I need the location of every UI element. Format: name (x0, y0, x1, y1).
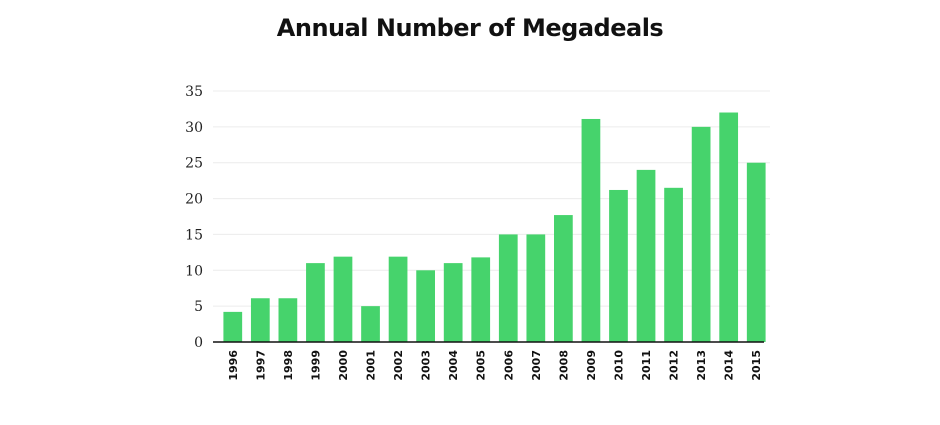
x-tick-label: 2002 (392, 350, 405, 381)
y-tick-label: 20 (185, 192, 203, 208)
bar (498, 234, 518, 342)
bar (609, 189, 628, 342)
x-tick-label: 2014 (723, 350, 736, 381)
x-tick-label: 1997 (254, 350, 267, 381)
bar (746, 162, 766, 342)
x-tick-label: 2005 (475, 350, 488, 381)
bar (333, 256, 353, 342)
x-tick-label: 1996 (227, 350, 240, 381)
bars (223, 112, 766, 343)
x-tick-label: 2001 (365, 350, 378, 381)
x-tick-label: 1998 (282, 350, 295, 381)
x-tick-label: 2007 (530, 350, 543, 381)
y-tick-label: 15 (185, 227, 203, 243)
bar (443, 263, 463, 342)
bar (388, 256, 408, 342)
bar (691, 126, 711, 342)
gridlines (213, 90, 770, 307)
y-tick-label: 35 (185, 84, 203, 100)
bar (581, 118, 601, 343)
chart-title: Annual Number of Megadeals (276, 14, 664, 42)
bar (554, 215, 573, 342)
x-tick-label: 2000 (337, 350, 350, 381)
bar (471, 257, 491, 342)
x-tick-label: 2010 (612, 350, 625, 381)
x-tick-label: 2012 (668, 350, 681, 381)
x-tick-label: 2011 (640, 350, 653, 381)
bar (278, 298, 298, 342)
x-tick-label: 2004 (447, 350, 460, 381)
x-tick-label: 1999 (309, 350, 322, 381)
bar (306, 263, 325, 342)
bar (250, 298, 270, 342)
bar (526, 234, 546, 342)
bar (664, 187, 683, 342)
y-tick-label: 0 (194, 335, 203, 351)
x-tick-label: 2008 (557, 350, 570, 381)
bar (223, 311, 243, 342)
y-tick-label: 10 (185, 263, 203, 279)
bar (719, 112, 739, 342)
axes: 0 5 10 15 20 25 30 35 1996 1997 1998 1999 2000 2001 20… (185, 84, 764, 381)
bar (416, 270, 435, 342)
bar (636, 169, 656, 342)
x-tick-label: 2009 (585, 350, 598, 381)
x-tick-label: 2015 (750, 350, 763, 381)
y-tick-label: 25 (185, 156, 203, 172)
bar (361, 306, 380, 342)
y-tick-label: 30 (185, 120, 203, 136)
y-tick-label: 5 (194, 299, 203, 315)
x-tick-label: 2003 (420, 350, 433, 381)
x-tick-label: 2006 (502, 350, 515, 381)
x-tick-label: 2013 (695, 350, 708, 381)
